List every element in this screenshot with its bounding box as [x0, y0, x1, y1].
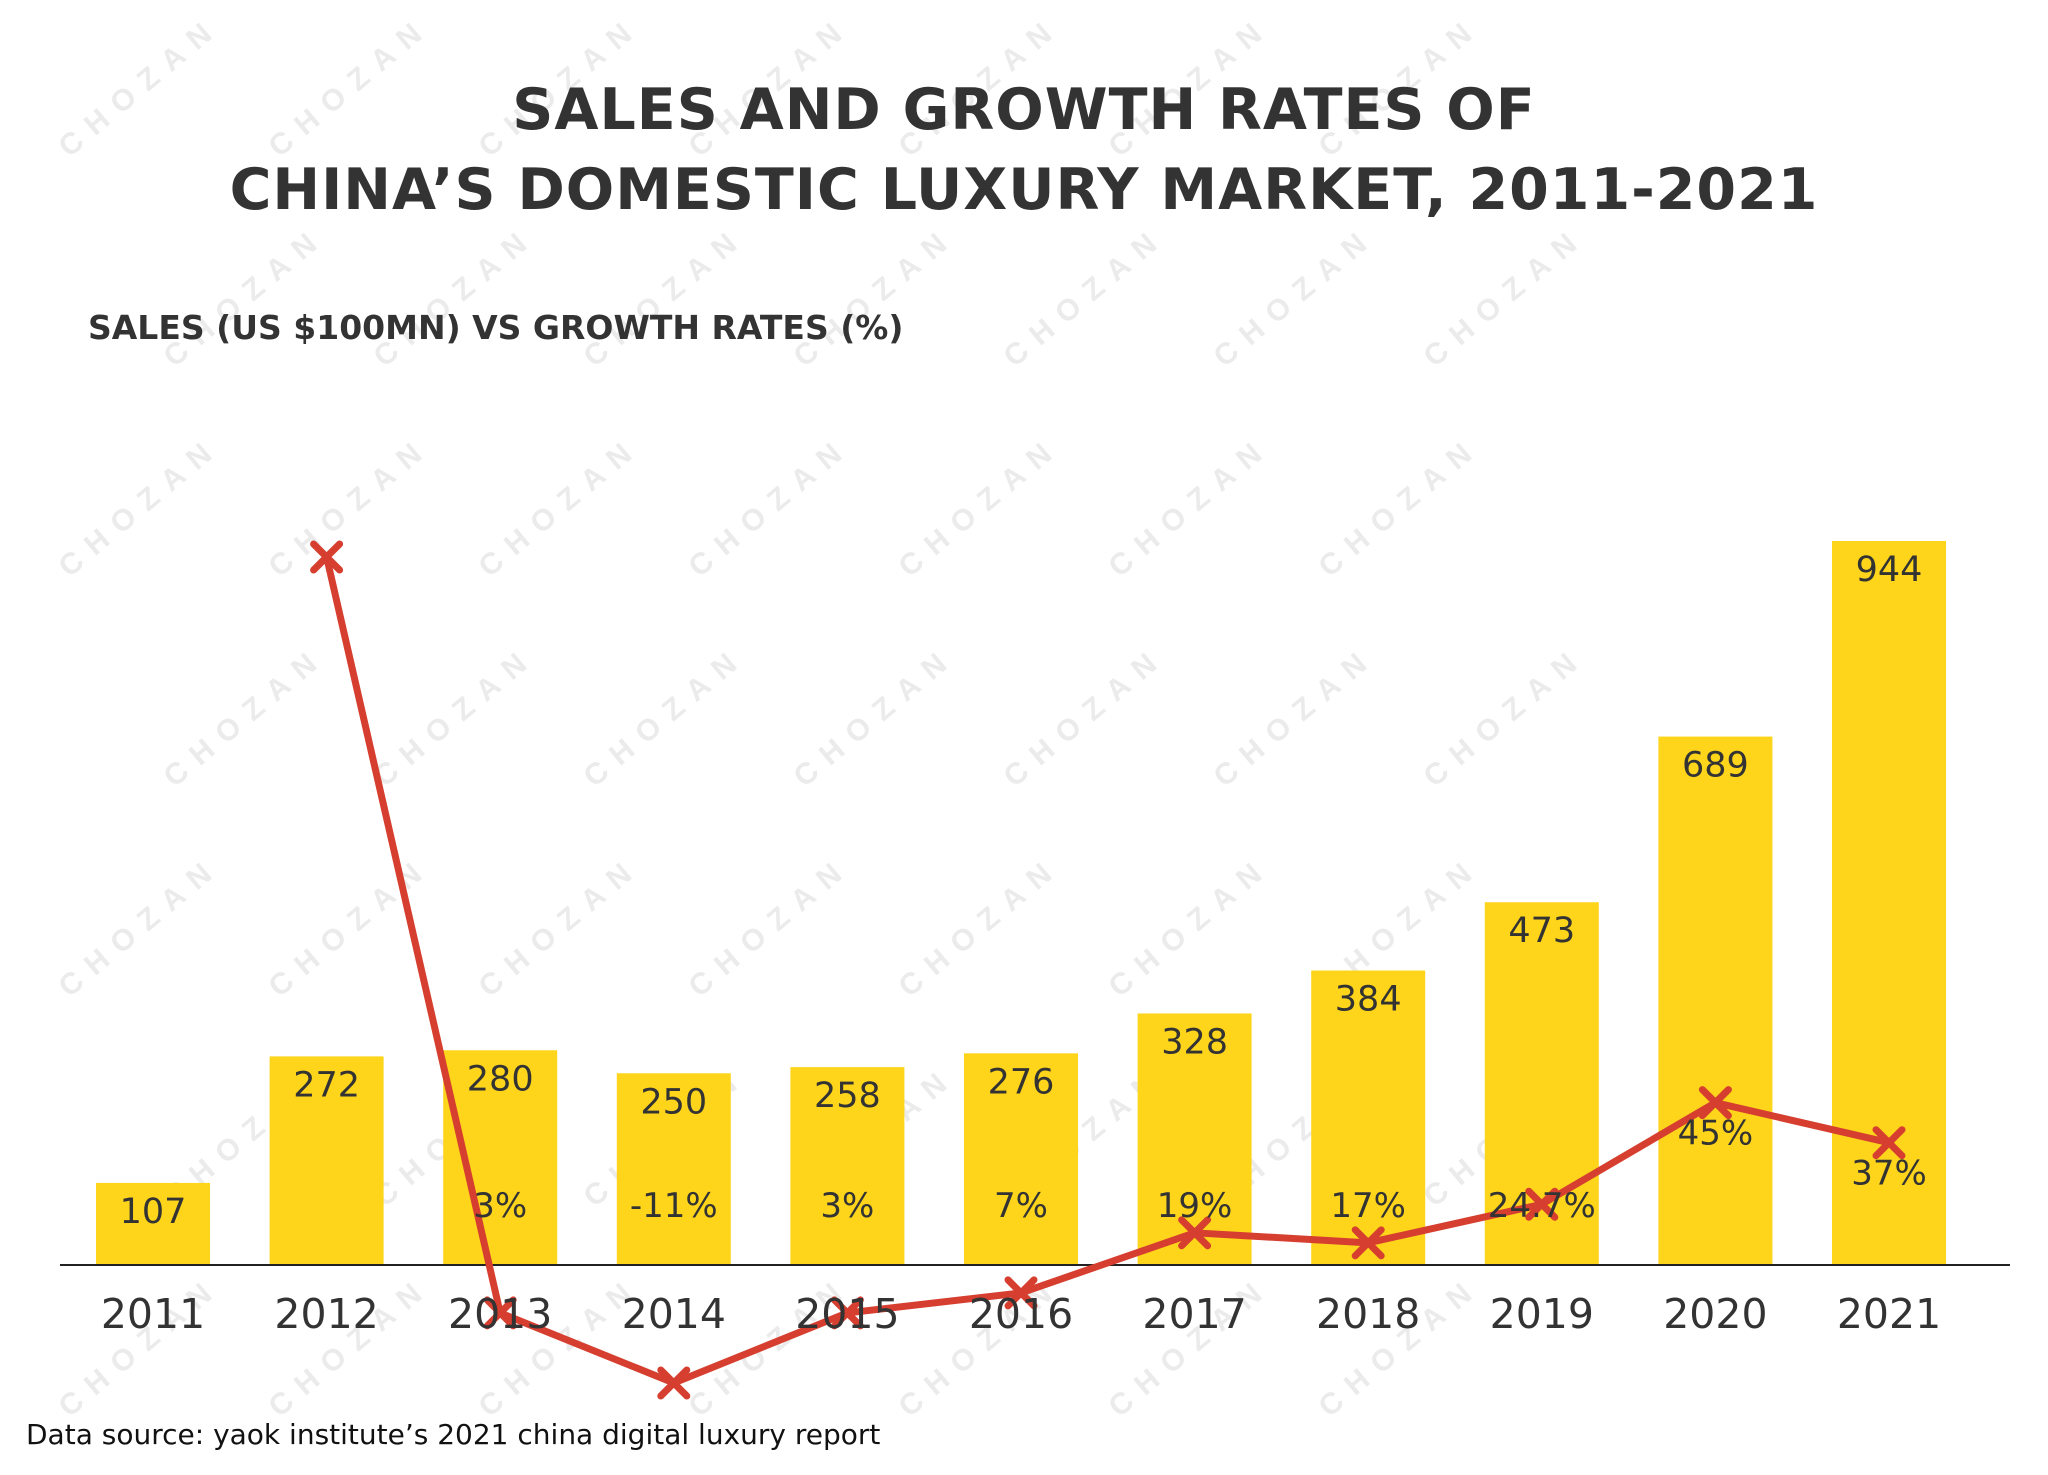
bar	[616, 1073, 731, 1265]
bar-value-label: 328	[1161, 1022, 1228, 1062]
growth-label: -11%	[630, 1186, 718, 1226]
growth-label: 3%	[473, 1186, 527, 1226]
growth-marker	[1178, 1216, 1212, 1250]
bar-value-label: 272	[293, 1065, 360, 1105]
bar	[269, 1056, 384, 1265]
growth-label: 45%	[1678, 1114, 1754, 1154]
growth-label: 24.7%	[1488, 1186, 1596, 1226]
chart-title-line-1: SALES AND GROWTH RATES OF	[512, 77, 1536, 143]
growth-line	[323, 556, 1890, 1387]
x-tick-label: 2015	[795, 1290, 899, 1338]
bar-value-label: 689	[1682, 746, 1749, 786]
bar-value-label: 384	[1335, 979, 1402, 1019]
x-tick-label: 2019	[1490, 1290, 1594, 1338]
growth-label: 17%	[1330, 1186, 1406, 1226]
growth-marker	[483, 1296, 517, 1330]
growth-label: 3%	[820, 1186, 874, 1226]
x-tick-label: 2014	[622, 1290, 726, 1338]
growth-marker	[1004, 1276, 1038, 1310]
growth-marker	[657, 1366, 691, 1400]
x-tick-label: 2020	[1663, 1290, 1767, 1338]
growth-marker	[830, 1296, 864, 1330]
bar	[1137, 1013, 1252, 1265]
bar-value-label: 280	[467, 1059, 534, 1099]
chart-title: SALES AND GROWTH RATES OF CHINA’S DOMEST…	[0, 70, 2048, 230]
growth-label: 19%	[1157, 1186, 1233, 1226]
bar	[964, 1053, 1078, 1265]
x-tick-label: 2018	[1316, 1290, 1420, 1338]
x-tick-label: 2011	[101, 1290, 205, 1338]
x-tick-label: 2021	[1837, 1290, 1941, 1338]
x-tick-label: 2012	[274, 1290, 378, 1338]
growth-label: 7%	[994, 1186, 1048, 1226]
growth-marker	[1872, 1126, 1906, 1160]
bar-value-label: 276	[988, 1062, 1055, 1102]
bar-value-label: 473	[1508, 911, 1575, 951]
bar	[96, 1182, 210, 1265]
data-source-note: Data source: yaok institute’s 2021 china…	[26, 1418, 881, 1451]
bar-value-label: 944	[1856, 550, 1923, 590]
growth-marker	[310, 540, 344, 574]
bar	[790, 1067, 905, 1265]
bar-value-label: 107	[120, 1192, 187, 1232]
growth-label: 37%	[1851, 1154, 1927, 1194]
bar	[1311, 970, 1426, 1265]
chart-subtitle: SALES (US $100MN) VS GROWTH RATES (%)	[88, 308, 904, 347]
x-tick-label: 2013	[448, 1290, 552, 1338]
bar-value-label: 258	[814, 1076, 881, 1116]
chart-title-line-2: CHINA’S DOMESTIC LUXURY MARKET, 2011-202…	[229, 157, 1819, 223]
x-tick-label: 2017	[1142, 1290, 1246, 1338]
bar	[1658, 736, 1773, 1265]
growth-marker	[1525, 1187, 1559, 1221]
growth-marker	[1351, 1226, 1385, 1260]
growth-marker	[1698, 1086, 1732, 1120]
x-tick-label: 2016	[969, 1290, 1073, 1338]
bar-value-label: 250	[640, 1082, 707, 1122]
